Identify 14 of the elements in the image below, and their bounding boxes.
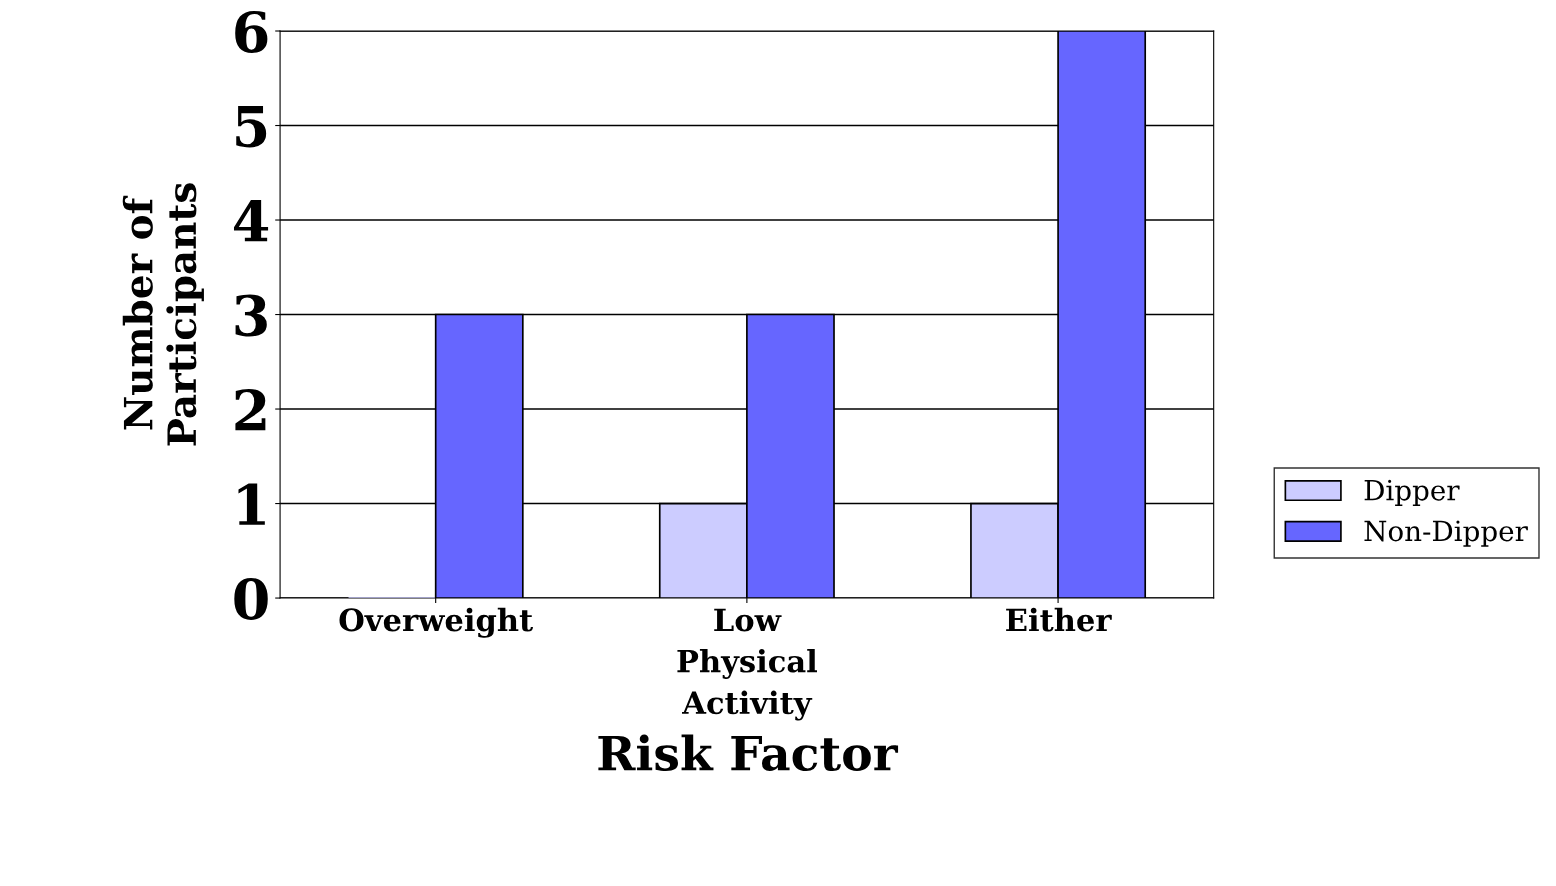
- y-axis-title: Number of Participants: [122, 183, 204, 446]
- y-tick-label: 5: [236, 106, 267, 148]
- y-tick-label: 2: [235, 388, 266, 431]
- x-tick-label: Low Physical Activity: [677, 608, 817, 721]
- y-tick-label: 1: [238, 483, 265, 525]
- y-tick-label: 0: [234, 577, 268, 620]
- legend-label: Non-Dipper: [1364, 520, 1528, 547]
- y-tick-label: 6: [235, 10, 268, 53]
- x-axis-title: Risk Factor: [598, 734, 899, 772]
- x-tick-label: Either: [1006, 607, 1112, 632]
- y-tick-label: 4: [233, 199, 269, 242]
- x-tick-label: Overweight: [339, 607, 534, 638]
- legend-label: Dipper: [1364, 479, 1460, 507]
- y-tick-label: 3: [235, 294, 267, 337]
